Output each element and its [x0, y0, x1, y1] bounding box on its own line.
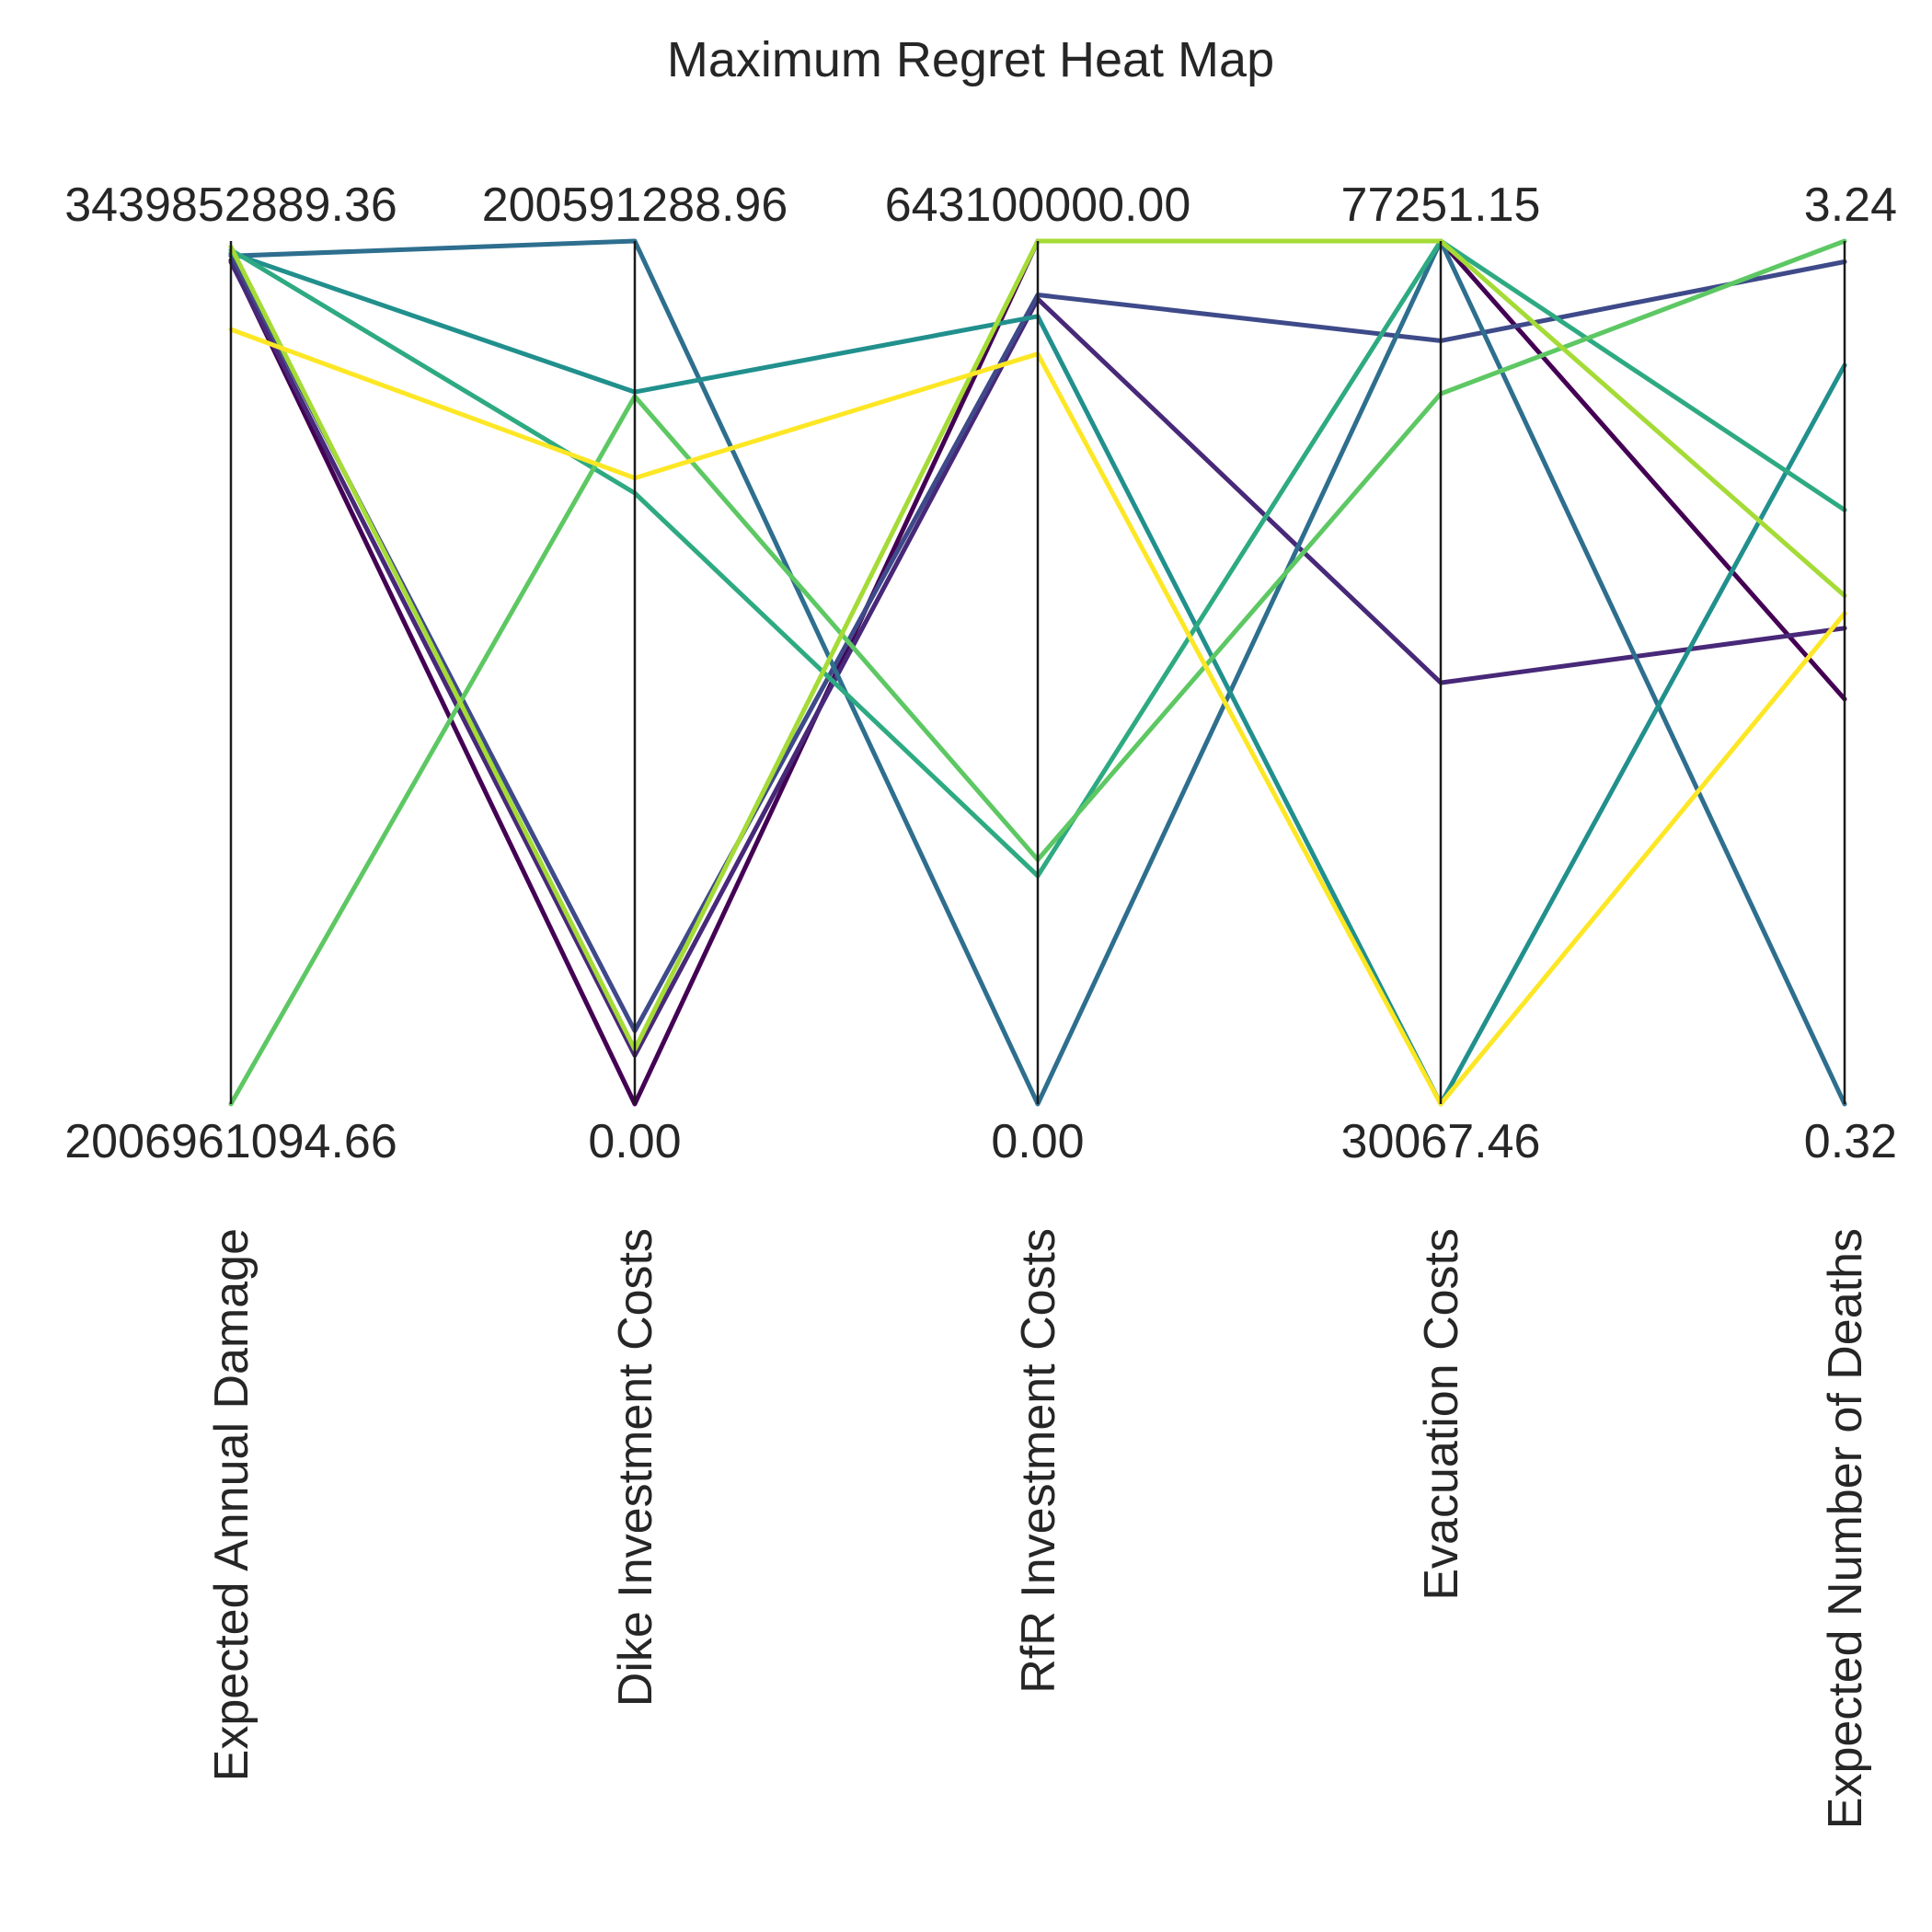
- axis-title-1: Expected Annual Damage: [205, 1228, 259, 1781]
- axis-title-3: RfR Investment Costs: [1012, 1228, 1065, 1694]
- axes: 3439852889.36 2006961094.66 Expected Annua…: [64, 178, 1897, 1829]
- axis-min-label-3: 0.00: [991, 1115, 1084, 1168]
- axis-min-label-5: 0.32: [1804, 1115, 1897, 1168]
- axis-max-label-3: 643100000.00: [885, 178, 1191, 232]
- chart-title: Maximum Regret Heat Map: [667, 32, 1274, 87]
- axis-title-5: Expected Number of Deaths: [1819, 1228, 1872, 1829]
- axis-min-label-4: 30067.46: [1341, 1115, 1541, 1168]
- axis-title-4: Evacuation Costs: [1415, 1228, 1468, 1601]
- axis-max-label-1: 3439852889.36: [64, 178, 397, 232]
- axis-min-label-1: 2006961094.66: [64, 1115, 397, 1168]
- axis-max-label-2: 200591288.96: [482, 178, 788, 232]
- axis-max-label-5: 3.24: [1804, 178, 1897, 232]
- axis-max-label-4: 77251.15: [1341, 178, 1541, 232]
- axis-title-2: Dike Investment Costs: [609, 1228, 662, 1707]
- axis-min-label-2: 0.00: [588, 1115, 681, 1168]
